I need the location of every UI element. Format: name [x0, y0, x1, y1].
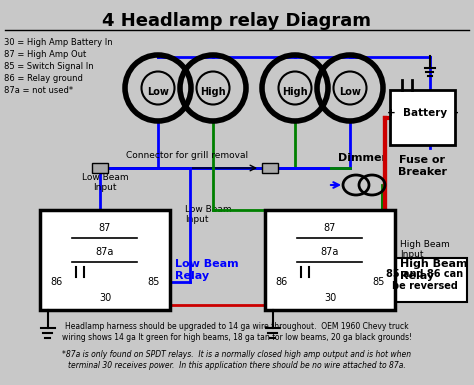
Text: 85: 85	[147, 277, 159, 287]
Text: Low Beam
Input: Low Beam Input	[82, 172, 128, 192]
Text: Fuse or
Breaker: Fuse or Breaker	[398, 155, 447, 177]
Text: 85 and 86 can
be reversed: 85 and 86 can be reversed	[386, 269, 464, 291]
Text: terminal 30 receives power.  In this application there should be no wire attache: terminal 30 receives power. In this appl…	[68, 361, 406, 370]
Text: Connector for grill removal: Connector for grill removal	[126, 151, 248, 160]
FancyBboxPatch shape	[265, 210, 395, 310]
Text: Low: Low	[147, 87, 169, 97]
FancyBboxPatch shape	[383, 258, 467, 302]
Text: 30: 30	[99, 293, 111, 303]
Text: High Beam
Input: High Beam Input	[400, 240, 450, 259]
Text: 87: 87	[99, 223, 111, 233]
Text: 85: 85	[372, 277, 384, 287]
Bar	[262, 163, 278, 173]
FancyBboxPatch shape	[40, 210, 170, 310]
Text: 87a: 87a	[321, 247, 339, 257]
Text: 30: 30	[324, 293, 336, 303]
Text: High: High	[282, 87, 308, 97]
Text: 87 = High Amp Out: 87 = High Amp Out	[4, 50, 86, 59]
Text: Headlamp harness should be upgraded to 14 ga wire throughout.  OEM 1960 Chevy tr: Headlamp harness should be upgraded to 1…	[65, 322, 409, 331]
Text: 86 = Relay ground: 86 = Relay ground	[4, 74, 83, 83]
Bar	[92, 163, 108, 173]
Text: 30 = High Amp Battery In: 30 = High Amp Battery In	[4, 38, 113, 47]
Text: Low Beam
Input: Low Beam Input	[185, 205, 232, 224]
Text: 85 = Switch Signal In: 85 = Switch Signal In	[4, 62, 94, 71]
Text: 87: 87	[324, 223, 336, 233]
Text: Low Beam
Relay: Low Beam Relay	[175, 259, 238, 281]
Text: 87a = not used*: 87a = not used*	[4, 86, 73, 95]
FancyBboxPatch shape	[390, 90, 455, 145]
Text: 86: 86	[276, 277, 288, 287]
Text: Dimmer: Dimmer	[338, 153, 388, 163]
Text: High: High	[200, 87, 226, 97]
Text: +  Battery  -: + Battery -	[387, 107, 458, 117]
Text: High Beam
Relay: High Beam Relay	[400, 259, 467, 281]
Text: wiring shows 14 ga lt green for high beams, 18 ga tan for low beams, 20 ga black: wiring shows 14 ga lt green for high bea…	[62, 333, 412, 342]
Text: 87a: 87a	[96, 247, 114, 257]
Text: *87a is only found on SPDT relays.  It is a normally closed high amp output and : *87a is only found on SPDT relays. It is…	[63, 350, 411, 359]
Text: 86: 86	[51, 277, 63, 287]
Text: 4 Headlamp relay Diagram: 4 Headlamp relay Diagram	[102, 12, 372, 30]
Text: Low: Low	[339, 87, 361, 97]
